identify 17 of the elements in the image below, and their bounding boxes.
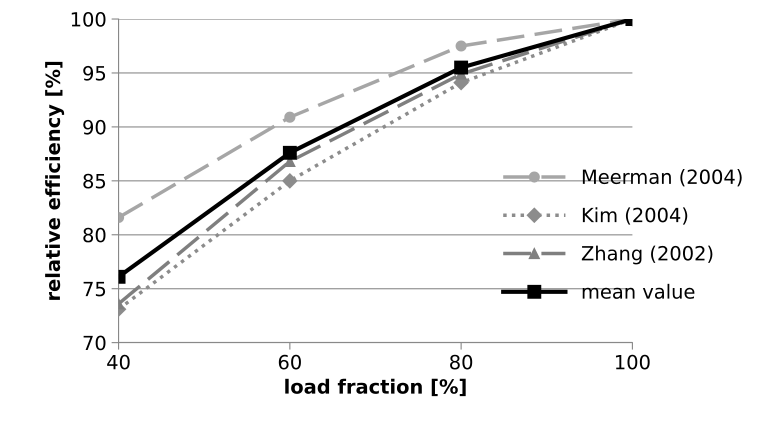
y-tick-label: 90 (83, 120, 106, 135)
x-tick-label: 80 (450, 354, 472, 370)
y-tick-label: 70 (84, 336, 106, 350)
legend-label: Kim (2004) (582, 207, 688, 225)
legend-label: Meerman (2004) (582, 169, 742, 186)
legend-label: mean value (582, 284, 694, 299)
x-tick-label: 100 (616, 354, 650, 370)
y-tick-label: 80 (83, 228, 106, 242)
y-tick-label: 75 (84, 282, 106, 296)
y-tick-label: 85 (83, 174, 106, 188)
y-tick-label: 95 (83, 66, 106, 81)
x-axis-title: load fraction [%] (285, 378, 466, 396)
legend-label: Zhang (2002) (582, 246, 712, 264)
x-tick-label: 60 (278, 354, 301, 370)
x-tick-label: 40 (107, 354, 130, 370)
y-tick-label: 100 (72, 12, 106, 27)
y-axis-title: relative efficiency [%] (45, 62, 64, 300)
